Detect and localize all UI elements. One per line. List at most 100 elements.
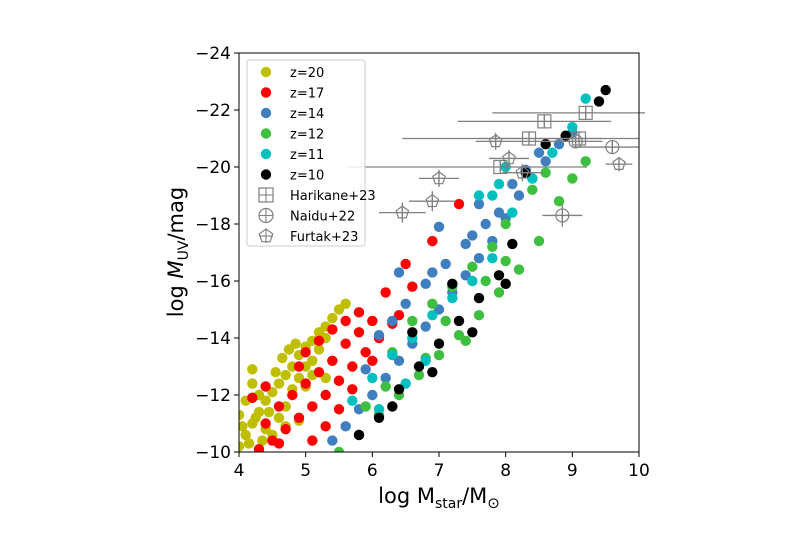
point-z-14 <box>400 298 411 309</box>
point-z-20 <box>247 364 258 375</box>
point-z-11 <box>367 372 378 384</box>
point-z-12 <box>333 446 345 452</box>
point-z-17 <box>453 198 465 210</box>
point-z-17 <box>427 235 438 247</box>
point-z-17 <box>347 361 358 372</box>
y-tick-label: −20 <box>195 158 231 178</box>
point-z-20 <box>247 378 258 389</box>
point-z-17 <box>293 412 305 423</box>
legend-marker <box>260 87 272 98</box>
point-z-12 <box>360 401 371 412</box>
point-z-12 <box>533 235 545 247</box>
point-z-12 <box>413 369 425 381</box>
legend-label: z=12 <box>290 128 324 143</box>
point-z-12 <box>460 335 471 347</box>
x-tick-label: 10 <box>628 461 650 481</box>
point-z-14 <box>340 421 351 432</box>
point-z-10 <box>600 84 611 96</box>
point-z-14 <box>420 321 431 332</box>
point-z-14 <box>393 267 405 278</box>
point-z-14 <box>540 156 551 167</box>
point-z-11 <box>487 190 498 201</box>
point-z-14 <box>507 178 518 190</box>
point-z-17 <box>367 355 378 366</box>
legend-marker <box>260 66 272 78</box>
point-z-17 <box>300 378 311 389</box>
point-z-11 <box>447 292 458 304</box>
point-z-14 <box>367 389 378 401</box>
point-z-14 <box>360 364 371 375</box>
point-z-11 <box>487 253 498 264</box>
point-z-14 <box>373 329 385 341</box>
point-z-12 <box>553 196 565 207</box>
point-z-20 <box>270 367 281 378</box>
point-z-10 <box>500 278 511 290</box>
point-z-10 <box>407 327 418 338</box>
legend-label: z=20 <box>290 66 324 81</box>
point-z-12 <box>487 241 498 252</box>
point-z-11 <box>507 207 518 218</box>
y-tick-label: −16 <box>195 272 231 292</box>
point-z-10 <box>387 401 398 412</box>
y-axis-label: log MUV/mag <box>164 187 192 317</box>
point-z-12 <box>467 261 478 272</box>
point-z-10 <box>393 384 405 395</box>
legend-label: z=11 <box>290 148 324 163</box>
point-z-14 <box>493 207 505 218</box>
point-z-20 <box>340 298 351 309</box>
point-z-14 <box>467 230 478 241</box>
legend-label: z=17 <box>290 87 324 102</box>
point-z-11 <box>547 147 558 158</box>
marker-furtak-23 <box>502 151 516 165</box>
legend-marker <box>258 187 274 203</box>
point-z-14 <box>513 190 525 201</box>
point-z-20 <box>257 435 268 446</box>
point-z-11 <box>427 310 438 321</box>
x-tick-label: 7 <box>434 461 445 481</box>
point-z-17 <box>327 324 338 335</box>
point-z-14 <box>387 315 398 327</box>
point-z-20 <box>239 409 245 421</box>
point-z-11 <box>473 190 485 201</box>
y-tick-label: −22 <box>195 101 231 121</box>
point-z-20 <box>290 338 301 349</box>
point-z-14 <box>420 278 431 290</box>
legend-label: Naidu+22 <box>290 210 355 225</box>
point-z-17 <box>360 347 371 358</box>
point-z-14 <box>480 218 491 230</box>
legend-label: Harikane+23 <box>290 189 376 204</box>
legend-marker <box>260 107 272 119</box>
marker-furtak-23 <box>488 134 503 148</box>
point-z-10 <box>593 96 605 107</box>
marker-harikane-23 <box>571 131 587 146</box>
point-z-14 <box>553 139 565 150</box>
point-z-17 <box>287 389 298 401</box>
point-z-14 <box>533 147 545 158</box>
point-z-12 <box>500 255 511 267</box>
x-axis-label: log Mstar/M⊙ <box>378 484 500 512</box>
point-z-20 <box>240 429 251 441</box>
point-z-10 <box>540 139 551 150</box>
point-z-10 <box>433 338 445 349</box>
point-z-14 <box>473 253 485 264</box>
point-z-17 <box>347 384 358 395</box>
point-z-11 <box>387 349 398 361</box>
point-z-10 <box>473 292 485 304</box>
legend-label: z=14 <box>290 107 324 122</box>
legend-marker <box>260 169 272 180</box>
point-z-12 <box>567 173 578 184</box>
point-z-11 <box>580 93 591 104</box>
legend-frame <box>246 59 366 247</box>
point-z-17 <box>273 438 285 449</box>
marker-naidu-22 <box>605 139 620 155</box>
legend-marker <box>258 228 274 243</box>
point-z-14 <box>380 372 391 384</box>
point-z-12 <box>513 264 525 275</box>
point-z-12 <box>527 184 538 195</box>
point-z-11 <box>373 404 385 415</box>
x-tick-label: 8 <box>500 461 511 481</box>
marker-harikane-23 <box>537 114 552 129</box>
point-z-20 <box>273 378 285 389</box>
marker-furtak-23 <box>612 156 626 171</box>
